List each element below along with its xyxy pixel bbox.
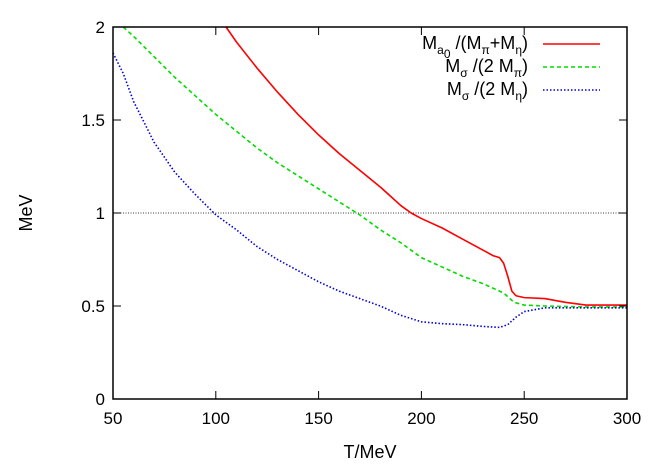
- x-tick-label: 250: [510, 409, 538, 428]
- y-tick-label: 1.5: [81, 111, 105, 130]
- x-tick-label: 300: [613, 409, 641, 428]
- series-line-3: [112, 52, 627, 329]
- legend-label-2: Mσ /(2 Mπ): [445, 56, 528, 80]
- series-layer: [112, 26, 627, 329]
- series-line-2: [122, 26, 627, 308]
- legend-label-1: Ma0 /(Mπ+Mη): [422, 33, 528, 61]
- y-tick-label: 2: [96, 18, 105, 37]
- y-tick-label: 1: [96, 204, 105, 223]
- y-axis-title: MeV: [16, 194, 36, 231]
- x-tick-label: 100: [202, 409, 230, 428]
- legend-label-3: Mσ /(2 Mη): [447, 79, 528, 103]
- tick-layer: 50 100 150 200 250 300 0 0.5 1 1.5 2: [81, 18, 641, 428]
- y-tick-label: 0: [96, 390, 105, 409]
- x-tick-label: 150: [304, 409, 332, 428]
- x-axis-title: T/MeV: [343, 442, 396, 462]
- x-tick-label: 50: [104, 409, 123, 428]
- x-tick-label: 200: [407, 409, 435, 428]
- legend: Ma0 /(Mπ+Mη)Mσ /(2 Mπ)Mσ /(2 Mη): [422, 33, 600, 103]
- y-tick-label: 0.5: [81, 297, 105, 316]
- series-line-1: [225, 26, 627, 306]
- plot-frame: [112, 26, 628, 400]
